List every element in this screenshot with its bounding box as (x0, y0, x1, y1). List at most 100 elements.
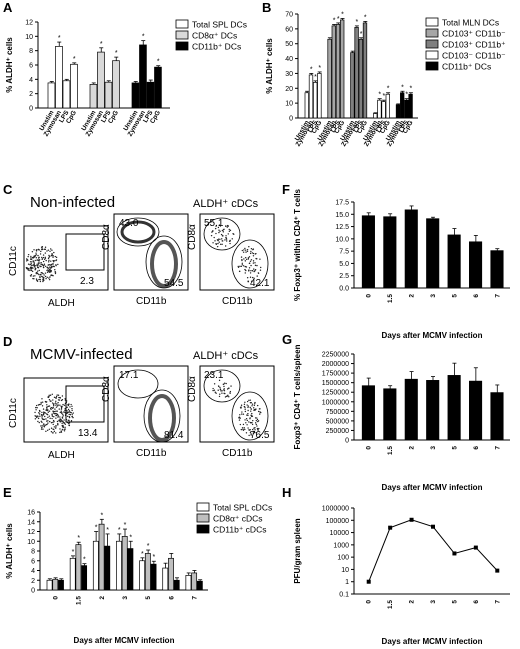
event-dot (46, 409, 49, 412)
event-dot (252, 407, 255, 409)
event-dot (229, 390, 232, 393)
y-tick-label: 2000000 (322, 361, 349, 368)
significance-star: * (405, 92, 408, 99)
significance-star: * (142, 34, 145, 41)
event-dot (252, 255, 255, 257)
event-dot (50, 270, 53, 272)
event-dot (61, 416, 64, 418)
event-dot (251, 423, 254, 426)
event-dot (66, 415, 69, 418)
event-dot (56, 405, 59, 407)
event-dot (253, 430, 255, 433)
event-dot (43, 276, 45, 279)
bar (116, 540, 122, 591)
event-dot (38, 273, 40, 276)
event-dot (55, 424, 57, 427)
event-dot (40, 250, 42, 253)
event-dot (30, 267, 32, 270)
event-dot (55, 256, 58, 259)
event-dot (42, 266, 45, 268)
event-dot (39, 253, 42, 255)
event-dot (38, 256, 40, 259)
x-tick-label: 2 (409, 600, 416, 604)
bar (340, 19, 345, 119)
event-dot (32, 264, 34, 266)
event-dot (59, 421, 61, 423)
event-dot (57, 423, 59, 425)
y-tick-label: 12.5 (335, 224, 349, 231)
event-dot (222, 235, 224, 237)
gate-value-top: 23.1 (204, 370, 224, 381)
event-dot (249, 406, 251, 409)
event-dot (247, 427, 249, 429)
event-dot (250, 280, 253, 283)
event-dot (49, 264, 51, 266)
event-dot (244, 428, 246, 431)
event-dot (47, 420, 49, 422)
bar (358, 38, 363, 119)
event-dot (244, 419, 246, 421)
event-dot (59, 404, 61, 406)
event-dot (70, 411, 72, 414)
significance-star: * (152, 554, 155, 561)
data-point (388, 525, 393, 530)
panel-d-gate-title: ALDH⁺ cDCs (193, 350, 259, 362)
bar (447, 234, 461, 289)
event-dot (50, 274, 52, 276)
bar (121, 536, 128, 591)
event-dot (60, 408, 63, 410)
contour (148, 394, 176, 442)
x-tick-label: 2 (409, 294, 416, 298)
event-dot (71, 415, 73, 418)
significance-star: * (100, 41, 103, 48)
event-dot (42, 408, 45, 410)
bar (131, 82, 140, 109)
event-dot (56, 394, 58, 396)
event-dot (242, 423, 245, 426)
event-dot (248, 421, 250, 423)
event-dot (32, 277, 34, 280)
event-dot (41, 398, 43, 400)
y-axis-label: CD8α (187, 224, 198, 250)
data-point (473, 545, 478, 550)
event-dot (66, 406, 68, 409)
event-dot (246, 424, 248, 426)
event-dot (228, 387, 230, 389)
x-tick-label: 7 (494, 294, 501, 298)
event-dot (52, 428, 54, 430)
bar (112, 60, 120, 109)
event-dot (34, 275, 36, 277)
event-dot (229, 392, 231, 394)
event-dot (46, 413, 49, 416)
event-dot (50, 421, 53, 424)
event-dot (228, 396, 230, 398)
event-dot (51, 249, 53, 251)
event-dot (26, 258, 28, 260)
event-dot (68, 413, 70, 416)
significance-star: * (356, 19, 359, 26)
flow-plot-d3: 23.1 76.5 CD11b CD8α (187, 365, 275, 459)
y-tick-label: 70 (285, 12, 293, 19)
gate-value-bottom: 54.5 (164, 278, 184, 289)
event-dot (255, 432, 257, 434)
y-tick-label: 100000 (326, 518, 349, 525)
event-dot (62, 426, 65, 429)
event-dot (55, 432, 57, 434)
legend-swatch (196, 502, 210, 512)
event-dot (52, 423, 54, 426)
event-dot (52, 403, 55, 406)
event-dot (69, 414, 72, 416)
event-dot (38, 260, 40, 262)
bar (354, 27, 359, 119)
event-dot (37, 262, 40, 264)
event-dot (227, 233, 229, 235)
event-dot (34, 418, 37, 420)
event-dot (37, 259, 39, 261)
bar (408, 93, 413, 119)
event-dot (219, 230, 221, 233)
bar (331, 25, 336, 119)
x-tick-label: 0 (366, 600, 373, 604)
x-tick-label: 1.5 (387, 446, 394, 455)
event-dot (46, 404, 48, 406)
event-dot (222, 383, 225, 385)
